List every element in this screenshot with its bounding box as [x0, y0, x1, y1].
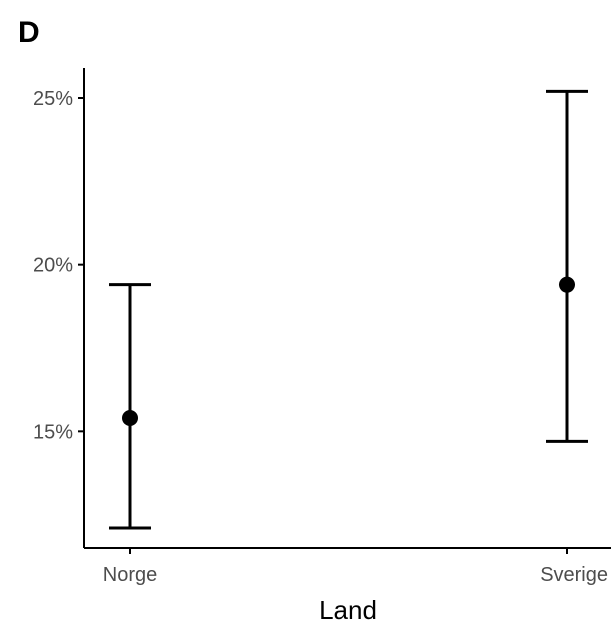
- data-point: [122, 410, 138, 426]
- y-tick-label: 15%: [33, 421, 73, 443]
- x-tick-label: Sverige: [540, 564, 608, 586]
- x-axis-ticks: Norge Sverige: [103, 548, 608, 586]
- data-point: [559, 276, 575, 293]
- x-tick-label: Norge: [103, 564, 157, 586]
- y-axis-ticks: 15% 20% 25%: [33, 88, 84, 443]
- y-tick-label: 20%: [33, 255, 73, 277]
- plot-marks: [109, 89, 588, 530]
- panel-label: D: [18, 16, 40, 49]
- y-tick-label: 25%: [33, 88, 73, 110]
- x-axis-title: Land: [319, 595, 377, 623]
